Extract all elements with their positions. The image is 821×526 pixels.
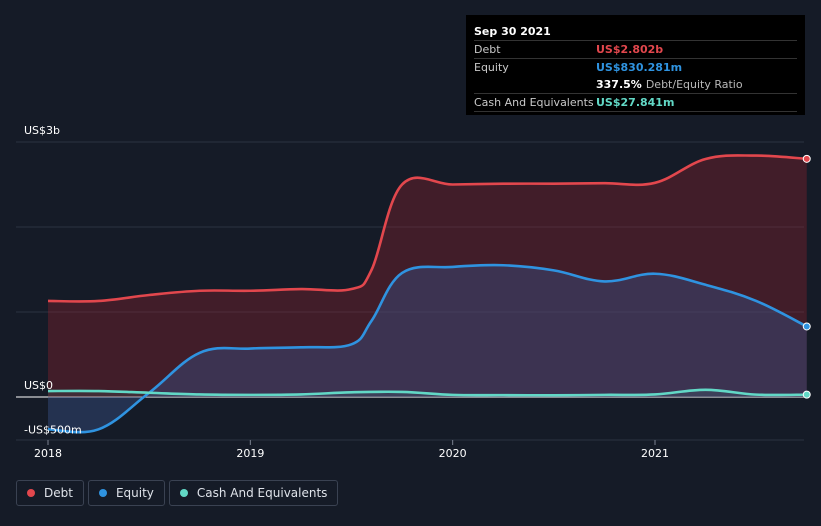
tooltip-row-cash: Cash And Equivalents US$27.841m [474,93,797,112]
tooltip-cash-label: Cash And Equivalents [474,96,594,109]
legend-cash-label: Cash And Equivalents [196,486,328,500]
x-tick-label: 2018 [34,447,62,460]
tooltip-date: Sep 30 2021 [474,25,551,38]
tooltip-cash-value: US$27.841m [596,96,675,109]
legend-equity-label: Equity [115,486,154,500]
y-tick-label: -US$500m [24,423,82,436]
tooltip-equity-value: US$830.281m [596,61,683,74]
chart-legend: Debt Equity Cash And Equivalents [16,480,339,506]
cash-line [47,388,807,397]
legend-item-cash[interactable]: Cash And Equivalents [168,480,339,506]
tooltip-row-debt: Debt US$2.802b [474,40,797,58]
legend-item-debt[interactable]: Debt [16,480,84,506]
tooltip-equity-label: Equity [474,61,509,74]
debt-end-marker [802,154,811,163]
tooltip-ratio-label: Debt/Equity Ratio [645,78,743,91]
tooltip-ratio-value: 337.5% [596,78,642,91]
legend-item-equity[interactable]: Equity [87,480,165,506]
equity-dot-icon [98,489,107,497]
y-tick-label: US$0 [24,379,53,392]
x-tick-label: 2021 [641,447,669,460]
cash-end-marker [802,390,811,399]
legend-debt-label: Debt [44,486,73,500]
series-end-markers [802,154,811,399]
tooltip-row-ratio: 337.5% Debt/Equity Ratio [474,76,797,93]
y-tick-label: US$3b [24,124,60,137]
tooltip-row-equity: Equity US$830.281m [474,58,797,76]
series-lines [47,154,808,434]
equity-end-marker [802,322,811,331]
tooltip-debt-value: US$2.802b [596,43,664,56]
tooltip-debt-label: Debt [474,43,501,56]
x-tick-label: 2020 [439,447,467,460]
grid [16,141,804,441]
axis-ticks: US$3b US$0 -US$500m 2018 2019 2020 2021 [24,124,669,460]
debt-dot-icon [27,489,35,497]
equity-area [48,265,807,433]
debt-area [48,155,807,397]
cash-dot-icon [179,489,188,497]
data-tooltip: Sep 30 2021 Debt US$2.802b Equity US$830… [466,15,805,115]
x-tick-label: 2019 [236,447,264,460]
debt-line [47,154,807,303]
equity-line [47,263,808,434]
